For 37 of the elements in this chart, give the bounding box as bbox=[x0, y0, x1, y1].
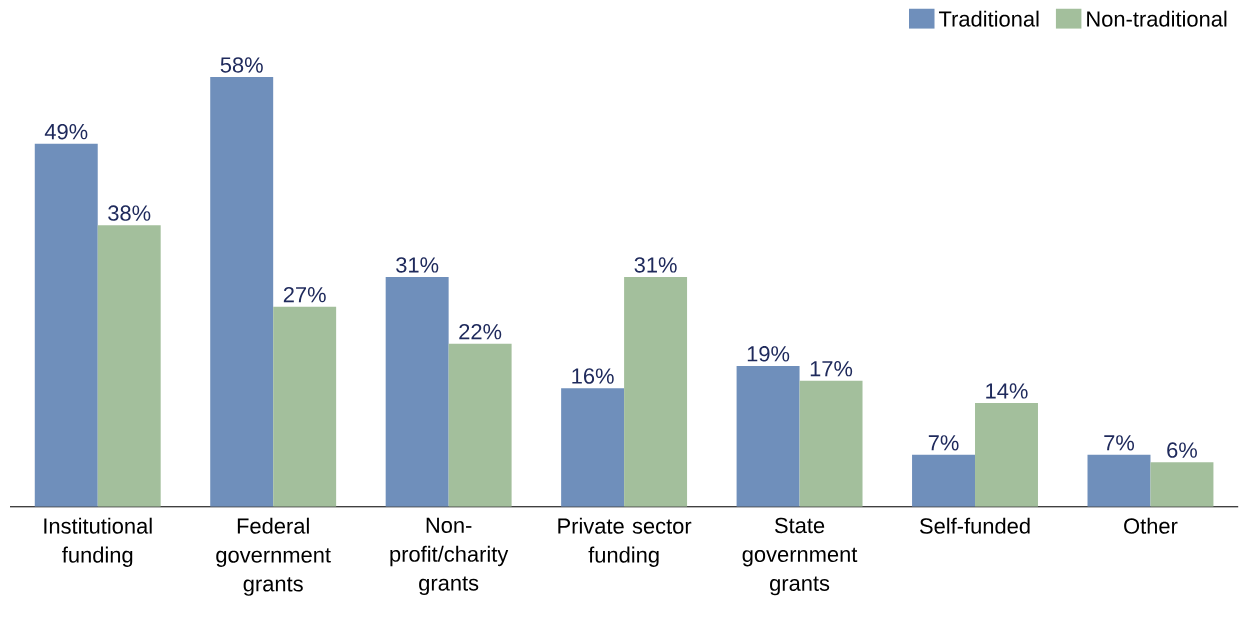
data-label: 6% bbox=[1167, 442, 1197, 459]
bar bbox=[210, 77, 274, 507]
data-label: 22% bbox=[459, 324, 502, 340]
bar bbox=[624, 277, 688, 507]
x-tick-label: Self-funded bbox=[920, 517, 1030, 534]
bar bbox=[799, 380, 863, 507]
data-label: 14% bbox=[986, 383, 1028, 399]
data-label: 16% bbox=[572, 368, 614, 384]
bar bbox=[1150, 462, 1214, 507]
data-label: 7% bbox=[1104, 435, 1135, 451]
data-label: 17% bbox=[810, 361, 853, 377]
legend-label: Non-traditional bbox=[1087, 10, 1227, 27]
x-tick-label: Institutional funding bbox=[44, 517, 152, 568]
bar bbox=[912, 455, 976, 507]
data-label: 31% bbox=[634, 257, 677, 273]
bar bbox=[1087, 455, 1151, 507]
legend-label: Traditional bbox=[938, 10, 1039, 27]
data-label: 31% bbox=[396, 257, 439, 273]
bar bbox=[561, 388, 625, 507]
bar bbox=[97, 225, 161, 507]
data-label: 38% bbox=[108, 205, 151, 222]
data-label: 58% bbox=[220, 57, 263, 73]
data-label: 19% bbox=[747, 346, 790, 362]
bar bbox=[385, 277, 449, 507]
bar bbox=[273, 306, 337, 507]
bar bbox=[975, 403, 1038, 507]
x-tick-label: Federal government grants bbox=[216, 517, 331, 597]
bar bbox=[736, 366, 800, 507]
x-tick-label: Non-profit/charity grants bbox=[390, 517, 509, 596]
x-tick-label: Private sector funding bbox=[558, 517, 692, 568]
bar bbox=[34, 143, 98, 507]
data-label: 27% bbox=[283, 287, 326, 303]
data-label: 7% bbox=[928, 435, 959, 451]
x-tick-label: State government grants bbox=[742, 517, 858, 596]
x-tick-label: Other bbox=[1124, 517, 1178, 534]
data-label: 49% bbox=[44, 124, 88, 140]
bar bbox=[448, 343, 512, 507]
